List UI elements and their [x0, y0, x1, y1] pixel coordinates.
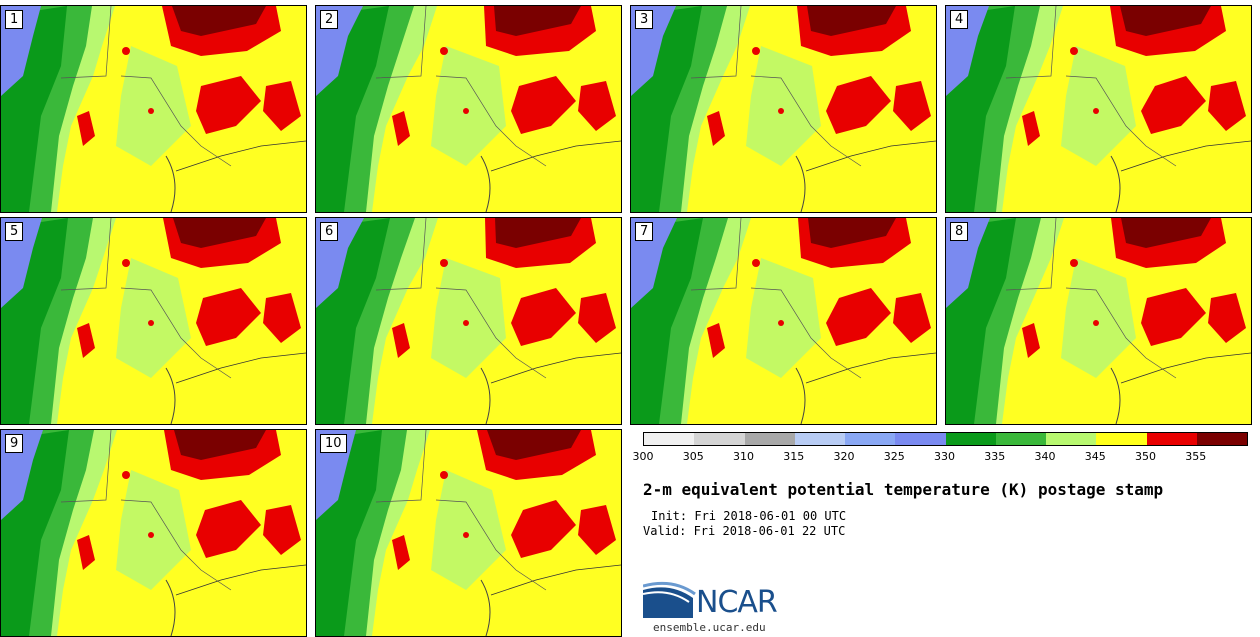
colorbar-segment	[744, 433, 795, 445]
colorbar-segment	[1046, 433, 1097, 445]
map-panel-2: 2	[315, 5, 622, 213]
colorbar-segment	[1196, 433, 1247, 445]
map-panel-7: 7	[630, 217, 937, 425]
init-time: Init: Fri 2018-06-01 00 UTC	[651, 509, 847, 523]
colorbar-segment	[895, 433, 946, 445]
colorbar-tick: 325	[883, 450, 905, 463]
colorbar-segment	[794, 433, 845, 445]
colorbar-tick: 330	[934, 450, 955, 463]
panel-label: 7	[635, 222, 654, 241]
colorbar-tick: 340	[1034, 450, 1056, 463]
colorbar-tick: 320	[833, 450, 855, 463]
colorbar-tick: 335	[984, 450, 1006, 463]
panel-label: 9	[5, 434, 24, 453]
valid-time: Valid: Fri 2018-06-01 22 UTC	[643, 524, 846, 538]
colorbar-tick: 305	[682, 450, 704, 463]
colorbar-segment	[1146, 433, 1197, 445]
colorbar-ticks: 300 305 310 315 320 325 330 335 340 345 350 355	[633, 450, 1246, 466]
colorbar	[643, 432, 1248, 446]
colorbar-segment	[845, 433, 896, 445]
map-panel-4: 4	[945, 5, 1252, 213]
colorbar-segment	[644, 433, 695, 445]
colorbar-segment	[1096, 433, 1147, 445]
panel-label: 4	[950, 10, 969, 29]
ncar-logo-icon	[643, 581, 696, 618]
site-url: ensemble.ucar.edu	[653, 621, 766, 634]
map-panel-3: 3	[630, 5, 937, 213]
panel-label: 6	[320, 222, 339, 241]
map-panel-5: 5	[0, 217, 307, 425]
panel-label: 2	[320, 10, 339, 29]
panel-label: 1	[5, 10, 24, 29]
colorbar-segment	[694, 433, 745, 445]
map-panel-8: 8	[945, 217, 1252, 425]
panel-label: 3	[635, 10, 654, 29]
colorbar-tick: 315	[783, 450, 805, 463]
colorbar-tick: 350	[1135, 450, 1156, 463]
map-panel-1: 1	[0, 5, 307, 213]
panel-label: 8	[950, 222, 969, 241]
map-panel-10: 10	[315, 429, 622, 637]
ncar-logo-text: NCAR	[696, 585, 778, 620]
figure-title: 2-m equivalent potential temperature (K)…	[643, 480, 1164, 499]
map-panel-9: 9	[0, 429, 307, 637]
panel-label: 10	[320, 434, 347, 453]
colorbar-tick: 345	[1084, 450, 1106, 463]
panel-label: 5	[5, 222, 24, 241]
map-panel-6: 6	[315, 217, 622, 425]
colorbar-tick: 300	[632, 450, 654, 463]
colorbar-tick: 355	[1185, 450, 1207, 463]
colorbar-tick: 310	[733, 450, 754, 463]
colorbar-segment	[945, 433, 996, 445]
colorbar-segment	[995, 433, 1046, 445]
